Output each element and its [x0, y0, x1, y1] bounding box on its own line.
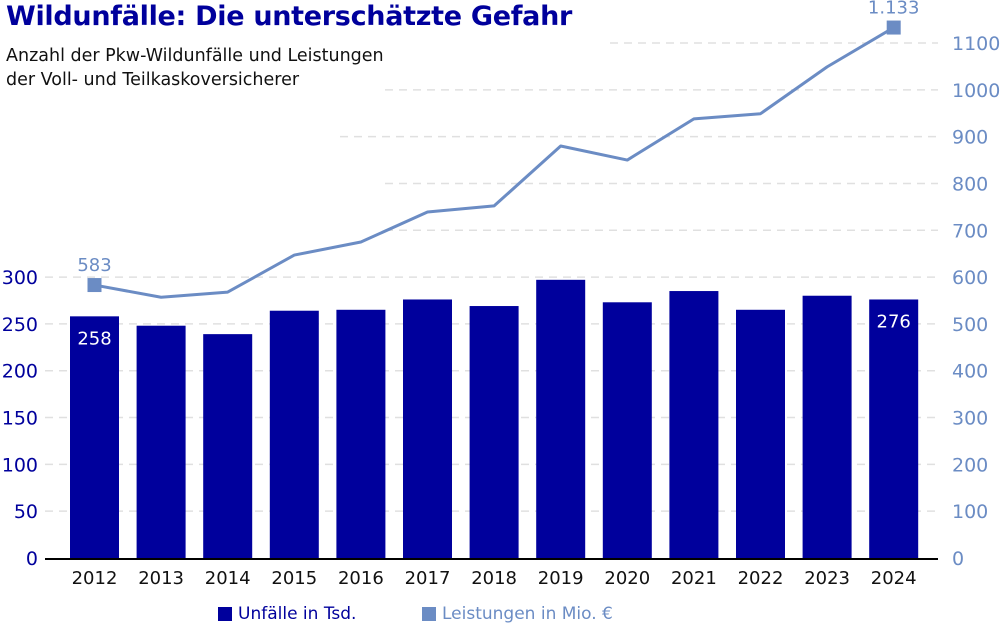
- x-axis-label: 2016: [338, 568, 384, 589]
- line-value-label: 1.133: [868, 0, 920, 19]
- subtitle-line-2: der Voll- und Teilkaskoversicherer: [6, 70, 300, 90]
- right-axis-tick: 400: [952, 361, 988, 383]
- bar-2021: [669, 291, 719, 558]
- bar-2012: [70, 316, 119, 558]
- bar-2023: [802, 295, 852, 558]
- bar-2020: [602, 302, 652, 558]
- x-axis-label: 2015: [271, 568, 317, 589]
- left-axis-tick: 0: [26, 548, 38, 570]
- right-axis-tick: 600: [952, 267, 988, 289]
- legend-swatch-bars: [218, 607, 232, 621]
- subtitle-line-1: Anzahl der Pkw-Wildunfälle und Leistunge…: [6, 46, 384, 66]
- right-axis-tick: 700: [952, 220, 988, 242]
- line-marker: [886, 20, 901, 35]
- x-axis-label: 2024: [871, 568, 917, 589]
- bar-2017: [403, 299, 452, 558]
- x-axis-label: 2023: [804, 568, 850, 589]
- line-marker: [87, 278, 102, 293]
- x-axis-label: 2022: [738, 568, 784, 589]
- left-axis-tick: 200: [2, 361, 38, 383]
- bar-2016: [336, 309, 386, 558]
- right-axis-tick: 800: [952, 173, 988, 195]
- left-axis-tick: 150: [2, 408, 38, 430]
- x-axis-label: 2012: [72, 568, 118, 589]
- x-axis-label: 2013: [138, 568, 184, 589]
- x-axis-label: 2021: [671, 568, 717, 589]
- x-axis-label: 2019: [538, 568, 584, 589]
- left-axis-tick: 250: [2, 314, 38, 336]
- bar-2018: [469, 306, 519, 558]
- bar-2024: [869, 299, 919, 558]
- right-axis-tick: 1100: [952, 33, 1000, 55]
- right-axis-tick: 0: [952, 548, 964, 570]
- right-axis-tick: 100: [952, 501, 988, 523]
- right-axis-tick: 200: [952, 454, 988, 476]
- legend-item-leistungen: Leistungen in Mio. €: [422, 604, 613, 624]
- x-axis-label: 2020: [604, 568, 650, 589]
- chart-title: Wildunfälle: Die unterschätzte Gefahr: [6, 1, 573, 32]
- legend-item-unfaelle: Unfälle in Tsd.: [218, 604, 356, 624]
- legend-label-unfaelle: Unfälle in Tsd.: [238, 604, 357, 624]
- left-axis-tick: 50: [14, 501, 38, 523]
- bar-2013: [136, 325, 186, 558]
- bar-2019: [536, 279, 586, 558]
- right-axis-tick: 300: [952, 408, 988, 430]
- left-axis-tick: 100: [2, 454, 38, 476]
- legend-swatch-line: [422, 607, 436, 621]
- legend-label-leistungen: Leistungen in Mio. €: [442, 604, 613, 624]
- x-axis-label: 2017: [405, 568, 451, 589]
- left-axis-tick: 300: [2, 267, 38, 289]
- bar-2014: [203, 334, 253, 558]
- right-axis-tick: 900: [952, 127, 988, 149]
- bar-2022: [736, 309, 785, 558]
- line-value-label: 583: [77, 255, 111, 276]
- x-axis-label: 2014: [205, 568, 251, 589]
- x-axis-label: 2018: [471, 568, 517, 589]
- chart-subtitle: Anzahl der Pkw-Wildunfälle und Leistunge…: [6, 44, 384, 92]
- right-axis-tick: 500: [952, 314, 988, 336]
- bar-value-label: 258: [77, 328, 111, 349]
- bar-value-label: 276: [877, 311, 911, 332]
- bar-2015: [269, 310, 319, 558]
- leistungen-line: [94, 26, 895, 299]
- right-axis-tick: 1000: [952, 80, 1000, 102]
